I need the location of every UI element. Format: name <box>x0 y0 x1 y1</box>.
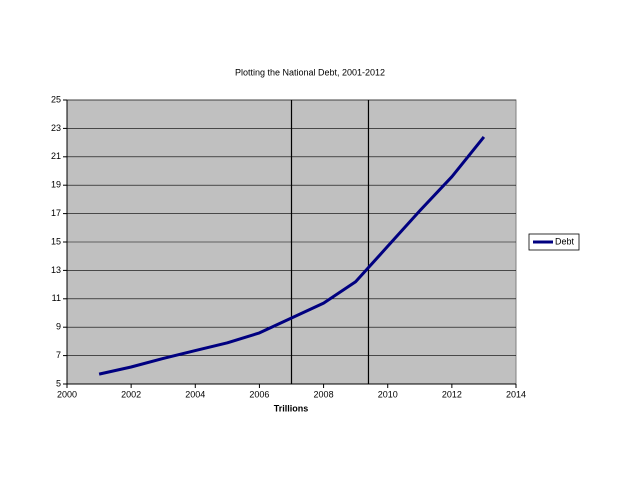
y-tick-label: 17 <box>51 208 61 218</box>
data-line <box>98 135 486 376</box>
x-tick-label: 2004 <box>185 389 205 399</box>
y-tick-label: 7 <box>56 350 61 360</box>
x-tick-label: 2000 <box>57 389 77 399</box>
y-tick-label: 13 <box>51 265 61 275</box>
x-tick-label: 2012 <box>442 389 462 399</box>
y-tick-label: 19 <box>51 180 61 190</box>
x-tick-label: 2002 <box>121 389 141 399</box>
x-tick-label: 2008 <box>314 389 334 399</box>
y-tick-label: 23 <box>51 123 61 133</box>
y-tick-label: 9 <box>56 322 61 332</box>
legend-box <box>528 233 580 251</box>
y-tick-label: 21 <box>51 151 61 161</box>
x-tick-label: 2006 <box>249 389 269 399</box>
legend-label: Debt <box>555 236 575 246</box>
x-axis-label: Trillions <box>274 403 309 413</box>
x-tick-label: 2014 <box>506 389 526 399</box>
chart-title: Plotting the National Debt, 2001-2012 <box>235 67 385 77</box>
x-tick-label: 2010 <box>378 389 398 399</box>
y-tick-label: 25 <box>51 94 61 104</box>
y-tick-label: 11 <box>52 293 61 303</box>
y-tick-label: 15 <box>51 236 61 246</box>
y-tick-label: 5 <box>56 378 61 388</box>
